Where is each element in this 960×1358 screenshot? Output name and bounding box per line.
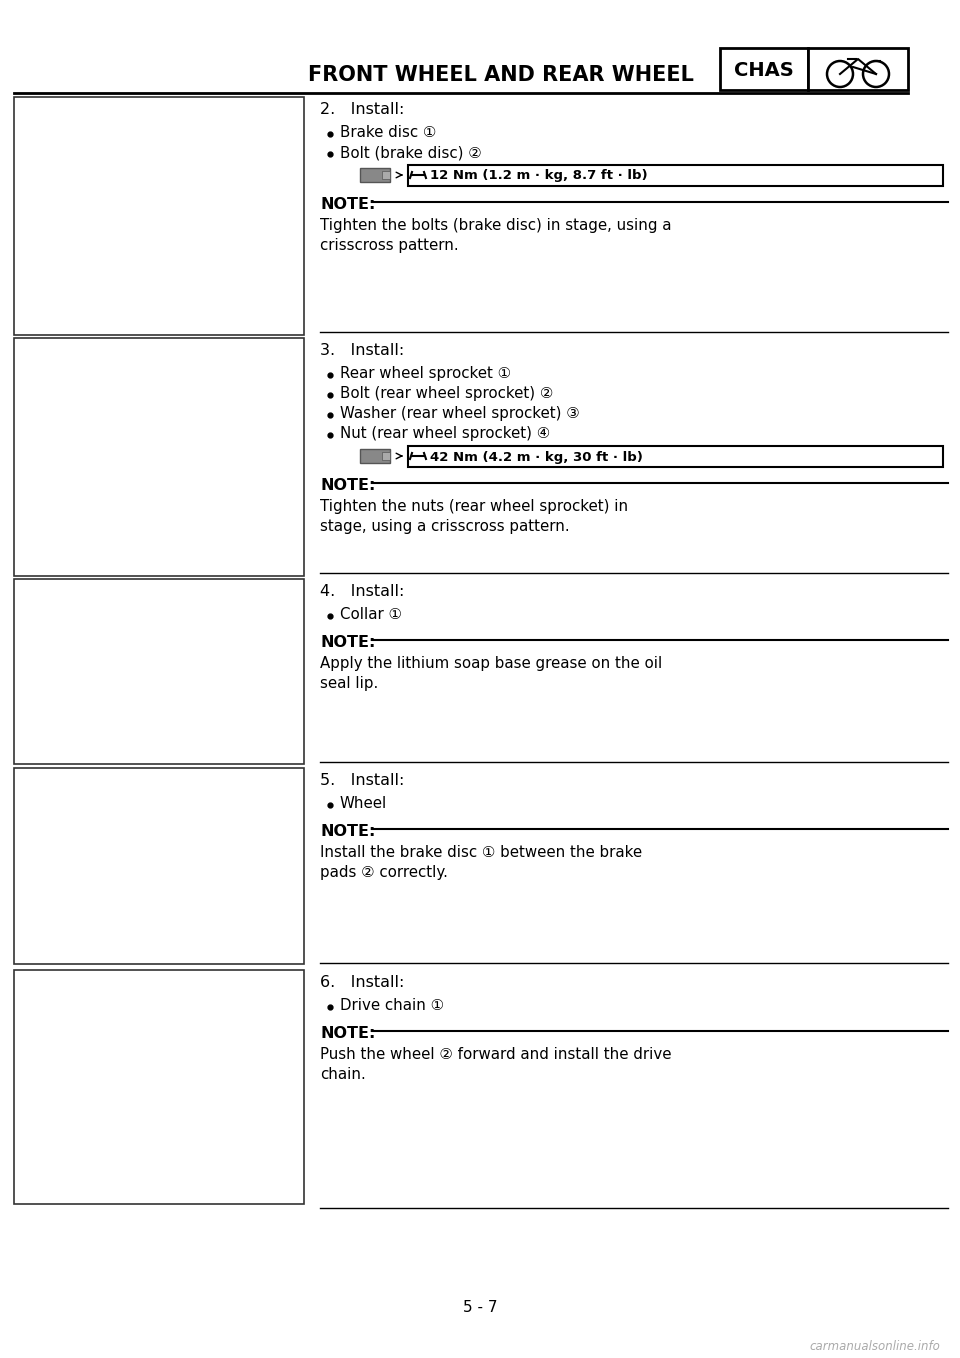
Text: stage, using a crisscross pattern.: stage, using a crisscross pattern. [320,519,569,534]
Text: Brake disc ①: Brake disc ① [340,125,437,140]
Text: CHAS: CHAS [734,61,794,80]
Text: NOTE:: NOTE: [320,197,375,212]
Text: 3.   Install:: 3. Install: [320,344,404,359]
Bar [14,579,304,765]
Text: NOTE:: NOTE: [320,636,375,650]
Bar [360,168,390,182]
Text: Washer (rear wheel sprocket) ③: Washer (rear wheel sprocket) ③ [340,406,580,421]
Text: Push the wheel ② forward and install the drive: Push the wheel ② forward and install the… [320,1047,671,1062]
Text: Tighten the bolts (brake disc) in stage, using a: Tighten the bolts (brake disc) in stage,… [320,219,671,234]
Text: 12 Nm (1.2 m · kg, 8.7 ft · lb): 12 Nm (1.2 m · kg, 8.7 ft · lb) [430,170,648,182]
Text: crisscross pattern.: crisscross pattern. [320,238,459,253]
Text: FRONT WHEEL AND REAR WHEEL: FRONT WHEEL AND REAR WHEEL [308,65,694,86]
Text: NOTE:: NOTE: [320,1027,375,1042]
Bar [14,769,304,964]
Text: Tighten the nuts (rear wheel sprocket) in: Tighten the nuts (rear wheel sprocket) i… [320,498,628,513]
Text: Nut (rear wheel sprocket) ④: Nut (rear wheel sprocket) ④ [340,426,550,441]
Bar [360,449,390,463]
Bar [382,452,390,460]
Bar [14,338,304,576]
Text: NOTE:: NOTE: [320,824,375,839]
Text: 2.   Install:: 2. Install: [320,102,404,117]
Text: 5 - 7: 5 - 7 [463,1300,497,1315]
Text: 4.   Install:: 4. Install: [320,584,404,599]
Text: seal lip.: seal lip. [320,676,378,691]
Text: 5.   Install:: 5. Install: [320,773,404,788]
Text: Bolt (brake disc) ②: Bolt (brake disc) ② [340,145,482,160]
Bar [382,171,390,179]
Bar [408,166,943,186]
Text: pads ② correctly.: pads ② correctly. [320,865,448,880]
Text: 42 Nm (4.2 m · kg, 30 ft · lb): 42 Nm (4.2 m · kg, 30 ft · lb) [430,451,643,463]
Text: NOTE:: NOTE: [320,478,375,493]
Bar [14,970,304,1205]
Bar [408,445,943,467]
Text: carmanualsonline.info: carmanualsonline.info [809,1340,941,1353]
Text: 6.   Install:: 6. Install: [320,975,404,990]
Text: Bolt (rear wheel sprocket) ②: Bolt (rear wheel sprocket) ② [340,386,553,401]
Text: Drive chain ①: Drive chain ① [340,998,444,1013]
Text: Collar ①: Collar ① [340,607,402,622]
Bar [720,48,808,90]
Text: chain.: chain. [320,1067,366,1082]
Bar [808,48,908,90]
Text: Install the brake disc ① between the brake: Install the brake disc ① between the bra… [320,845,642,860]
Bar [14,96,304,335]
Text: Apply the lithium soap base grease on the oil: Apply the lithium soap base grease on th… [320,656,662,671]
Text: Rear wheel sprocket ①: Rear wheel sprocket ① [340,367,511,382]
Text: Wheel: Wheel [340,796,387,811]
